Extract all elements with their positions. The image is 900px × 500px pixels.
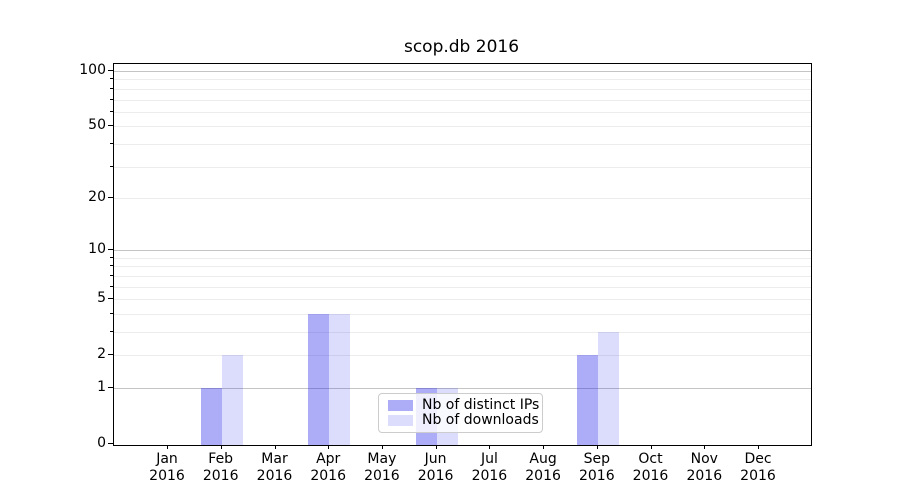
gridline-y-100 bbox=[114, 71, 811, 72]
y-minor-tick-30 bbox=[110, 165, 113, 167]
y-tick-label-5: 5 bbox=[97, 290, 106, 307]
x-tick-apr bbox=[328, 445, 330, 449]
y-tick-20 bbox=[108, 196, 113, 198]
x-tick-label-sep: Sep 2016 bbox=[578, 451, 615, 484]
legend-item-downloads: Nb of downloads bbox=[388, 413, 539, 428]
legend-label-downloads: Nb of downloads bbox=[422, 412, 539, 428]
y-minor-tick-70 bbox=[110, 98, 113, 100]
x-tick-oct bbox=[650, 445, 652, 449]
gridline-y-5 bbox=[114, 299, 811, 301]
y-tick-label-50: 50 bbox=[88, 117, 106, 134]
gridline-y-60 bbox=[114, 111, 811, 113]
gridline-y-20 bbox=[114, 197, 811, 199]
y-tick-label-0: 0 bbox=[97, 435, 106, 451]
legend-label-distinct-ips: Nb of distinct IPs bbox=[422, 397, 540, 413]
x-tick-jul bbox=[489, 445, 491, 449]
gridline-y-30 bbox=[114, 166, 811, 168]
x-tick-label-mar: Mar 2016 bbox=[256, 451, 293, 484]
y-tick-label-2: 2 bbox=[97, 346, 106, 363]
gridline-y-8 bbox=[114, 266, 811, 268]
gridline-y-2 bbox=[114, 355, 811, 357]
y-minor-tick-8 bbox=[110, 265, 113, 267]
x-tick-label-nov: Nov 2016 bbox=[686, 451, 723, 484]
x-tick-may bbox=[381, 445, 383, 449]
x-tick-sep bbox=[596, 445, 598, 449]
plot-area bbox=[113, 63, 812, 446]
y-tick-label-1: 1 bbox=[97, 379, 106, 395]
y-minor-tick-3 bbox=[110, 331, 113, 332]
x-tick-label-jul: Jul 2016 bbox=[471, 451, 508, 484]
gridline-y-70 bbox=[114, 99, 811, 101]
bar-distinct-ips-apr bbox=[308, 313, 330, 445]
legend-item-distinct-ips: Nb of distinct IPs bbox=[388, 398, 539, 413]
y-minor-tick-7 bbox=[110, 274, 113, 276]
legend-swatch-downloads bbox=[388, 415, 413, 426]
y-tick-0 bbox=[108, 443, 113, 444]
x-tick-label-dec: Dec 2016 bbox=[740, 451, 776, 484]
y-tick-label-10: 10 bbox=[88, 241, 106, 258]
y-minor-tick-40 bbox=[110, 142, 113, 144]
gridline-y-10 bbox=[114, 250, 811, 252]
bar-downloads-feb bbox=[221, 355, 243, 445]
x-tick-label-feb: Feb 2016 bbox=[202, 451, 239, 484]
bar-downloads-apr bbox=[329, 313, 351, 445]
y-minor-tick-80 bbox=[110, 87, 113, 89]
y-tick-100 bbox=[108, 70, 113, 71]
chart-title: scop.db 2016 bbox=[403, 37, 520, 57]
x-tick-label-may: May 2016 bbox=[364, 451, 400, 484]
gridline-y-80 bbox=[114, 88, 811, 90]
gridline-y-50 bbox=[114, 126, 811, 128]
x-tick-nov bbox=[704, 445, 706, 449]
bar-distinct-ips-feb bbox=[200, 388, 222, 445]
x-tick-mar bbox=[274, 445, 276, 449]
y-tick-2 bbox=[108, 354, 113, 356]
x-tick-feb bbox=[220, 445, 222, 449]
gridline-y-3 bbox=[114, 332, 811, 333]
y-minor-tick-9 bbox=[110, 256, 113, 258]
x-tick-aug bbox=[543, 445, 545, 449]
bar-downloads-sep bbox=[597, 332, 619, 445]
x-tick-jan bbox=[167, 445, 168, 449]
y-minor-tick-90 bbox=[110, 78, 113, 80]
gridline-y-4 bbox=[114, 313, 811, 315]
y-minor-tick-60 bbox=[110, 110, 113, 112]
y-tick-50 bbox=[108, 125, 113, 127]
legend: Nb of distinct IPs Nb of downloads bbox=[378, 393, 543, 433]
x-tick-label-oct: Oct 2016 bbox=[632, 451, 669, 484]
y-tick-10 bbox=[108, 249, 113, 251]
gridline-y-7 bbox=[114, 275, 811, 277]
y-tick-label-100: 100 bbox=[79, 62, 106, 78]
x-tick-jun bbox=[435, 445, 437, 449]
x-tick-label-jun: Jun 2016 bbox=[417, 451, 454, 484]
x-tick-dec bbox=[758, 445, 759, 449]
y-minor-tick-6 bbox=[110, 285, 113, 287]
y-tick-1 bbox=[108, 387, 113, 388]
gridline-y-90 bbox=[114, 79, 811, 81]
x-tick-label-aug: Aug 2016 bbox=[525, 451, 561, 484]
y-tick-5 bbox=[108, 298, 113, 300]
gridline-y-9 bbox=[114, 257, 811, 259]
x-tick-label-jan: Jan 2016 bbox=[149, 451, 185, 484]
y-minor-tick-4 bbox=[110, 312, 113, 314]
x-tick-label-apr: Apr 2016 bbox=[310, 451, 346, 484]
bar-distinct-ips-sep bbox=[576, 355, 598, 445]
y-tick-label-20: 20 bbox=[88, 188, 106, 205]
gridline-y-6 bbox=[114, 286, 811, 288]
legend-swatch-distinct-ips bbox=[388, 400, 413, 411]
gridline-y-40 bbox=[114, 143, 811, 145]
